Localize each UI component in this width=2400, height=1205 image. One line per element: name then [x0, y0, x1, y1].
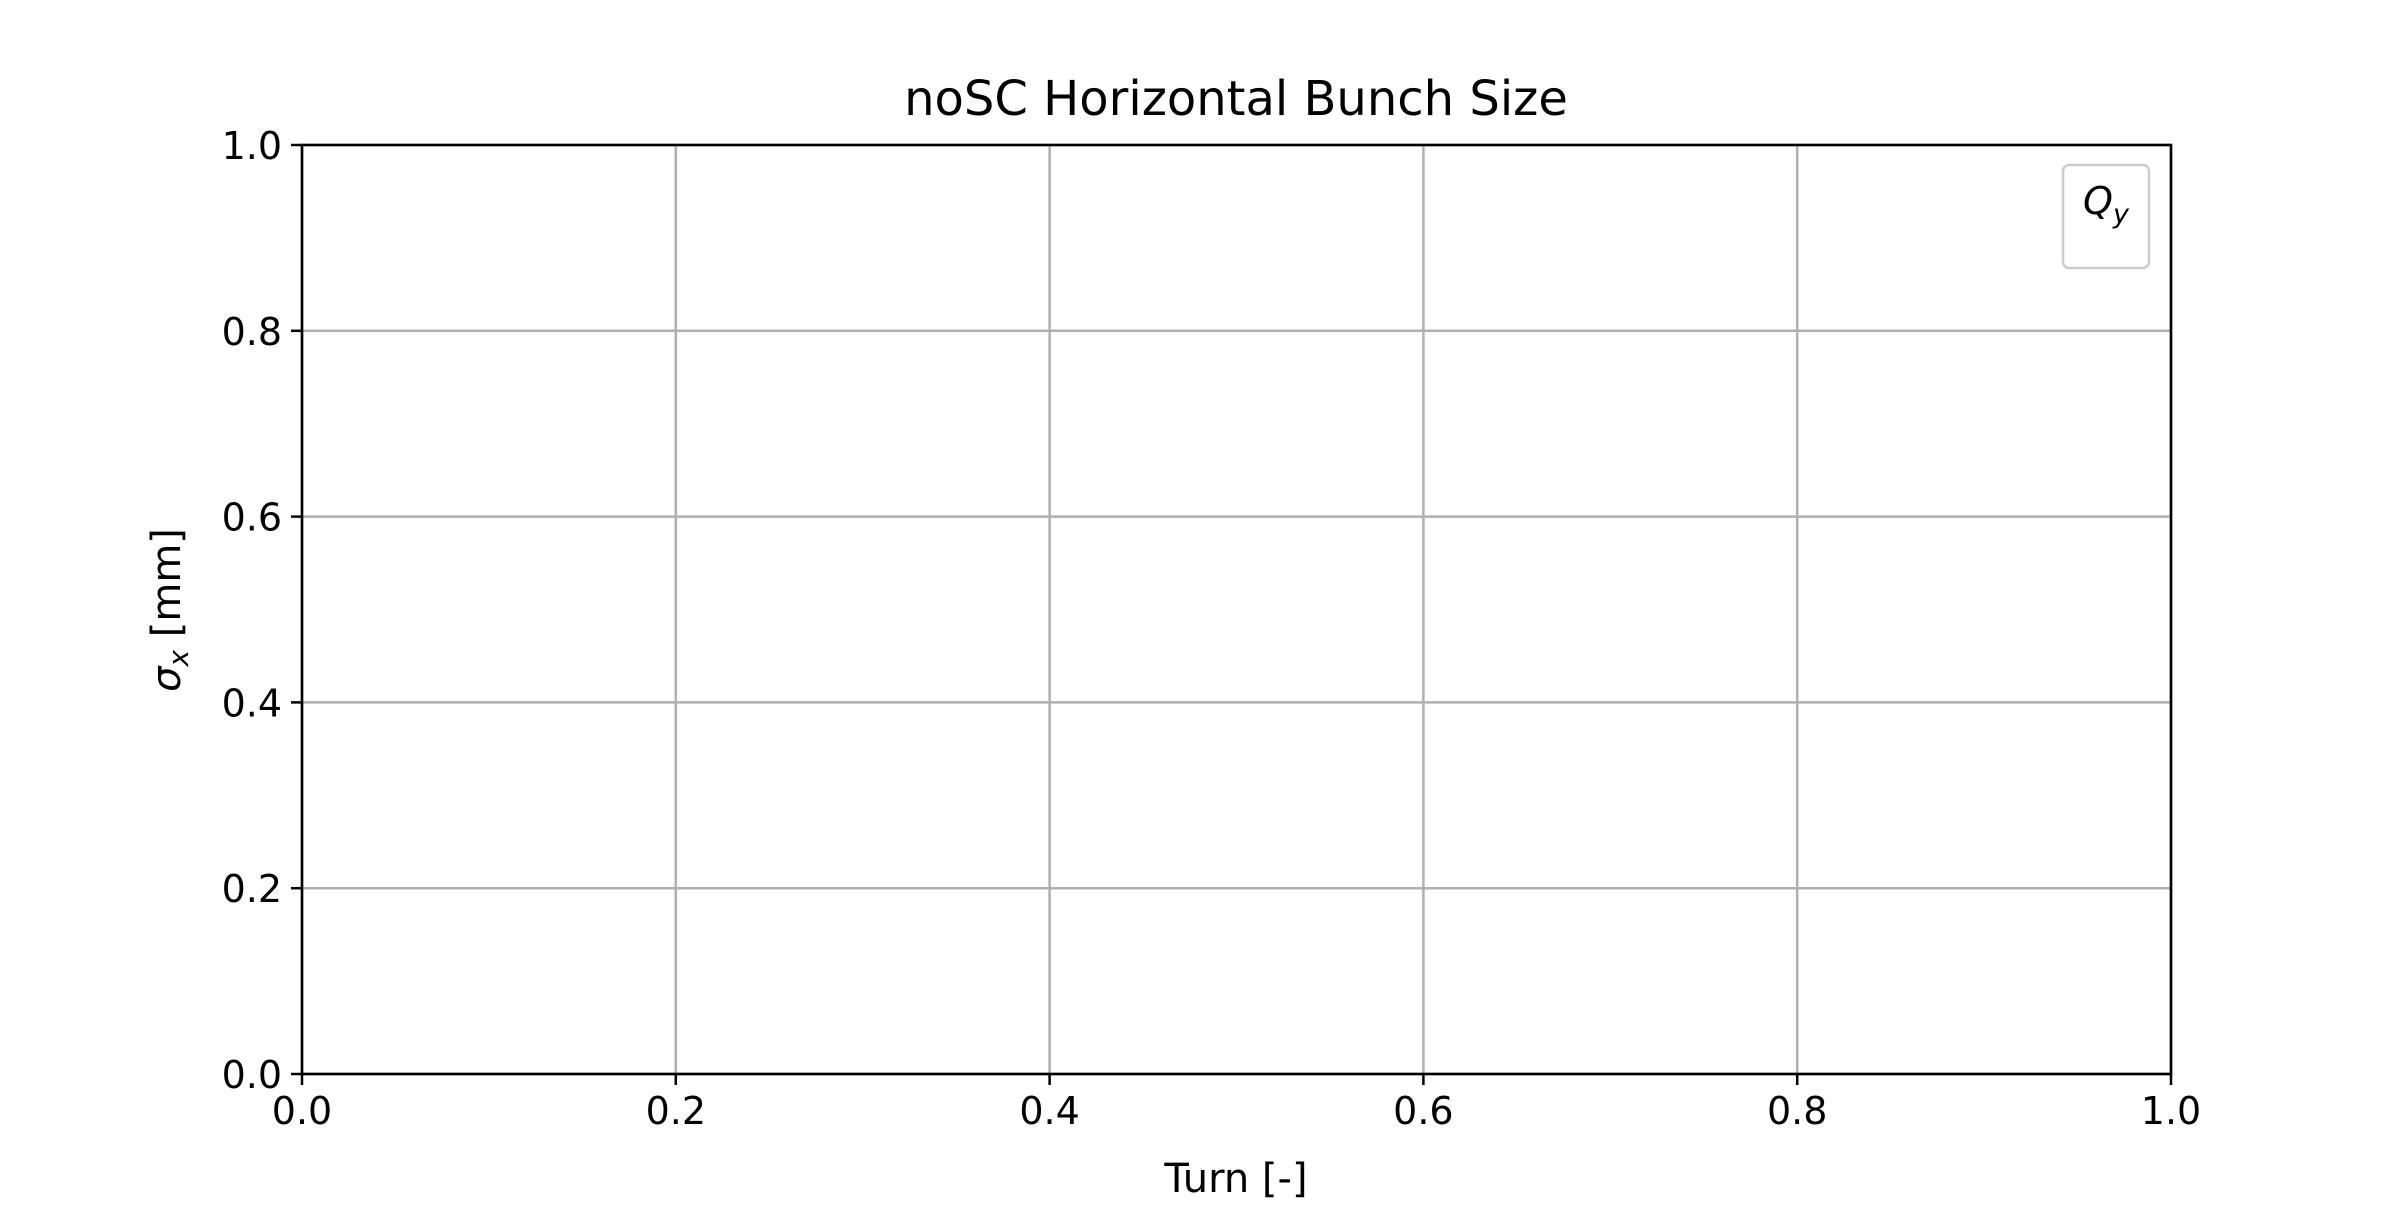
y-tick-label: 0.6	[222, 496, 282, 540]
axes-frame	[300, 143, 2173, 1076]
y-tick-label: 1.0	[222, 124, 282, 168]
x-tick-label: 1.0	[2141, 1089, 2201, 1133]
y-tick-label: 0.2	[222, 867, 282, 911]
x-tick-label: 0.0	[272, 1089, 332, 1133]
chart-title: noSC Horizontal Bunch Size	[904, 71, 1568, 127]
y-tick-label: 0.8	[222, 310, 282, 354]
y-tick-label: 0.0	[222, 1053, 282, 1097]
axis-ticks: 0.0 0.2 0.4 0.6 0.8 1.0 0.0 0.2 0.4 0.6 0.8 1.0	[222, 124, 2202, 1133]
x-tick-label: 0.6	[1393, 1089, 1453, 1133]
y-tick-label: 0.4	[222, 681, 282, 725]
chart-legend: Qy	[2061, 163, 2151, 270]
legend-title-subscript: y	[2112, 199, 2130, 230]
x-tick-label: 0.2	[646, 1089, 706, 1133]
legend-box	[2061, 163, 2151, 270]
x-tick-label: 0.4	[1019, 1089, 1079, 1133]
x-axis-label: Turn [-]	[1163, 1156, 1307, 1200]
y-axis-label: σx [mm]	[144, 528, 195, 692]
x-tick-label: 0.8	[1767, 1089, 1827, 1133]
legend-title: Qy	[2083, 179, 2130, 230]
legend-title-symbol: Q	[2083, 179, 2113, 223]
y-axis-label-symbol: σ	[144, 665, 190, 692]
y-axis-label-unit: [mm]	[144, 528, 190, 650]
y-axis-label-subscript: x	[162, 650, 195, 668]
